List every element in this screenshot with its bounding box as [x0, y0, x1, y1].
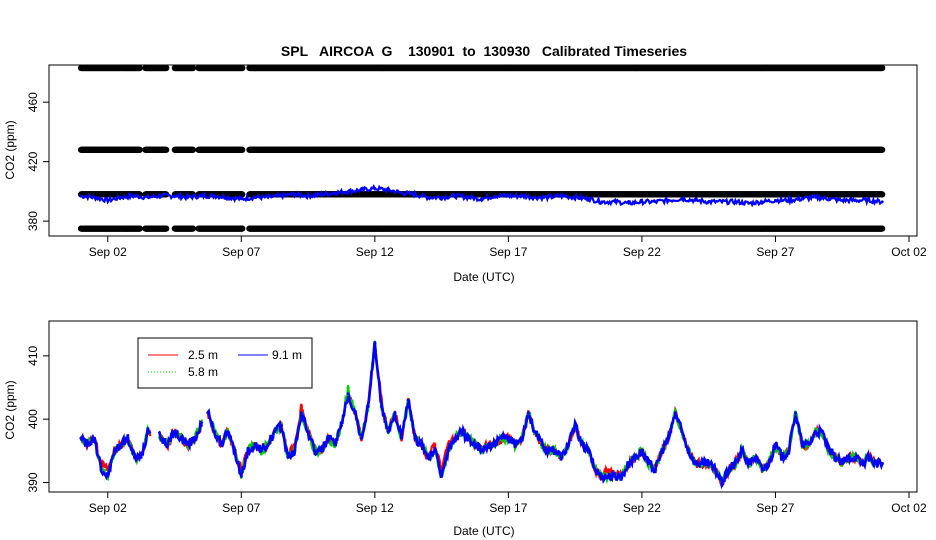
calibration-points: [77, 64, 886, 232]
calibration-point: [239, 225, 246, 232]
calibration-point: [163, 225, 170, 232]
top-panel: Sep 02 Sep 07 Sep 12 Sep 17 Sep 22 Sep 27 Oct …: [3, 64, 927, 284]
calibration-row-1: [77, 225, 886, 232]
chart-title: SPL AIRCOA G 130901 to 130930 Calibrated…: [281, 43, 687, 59]
